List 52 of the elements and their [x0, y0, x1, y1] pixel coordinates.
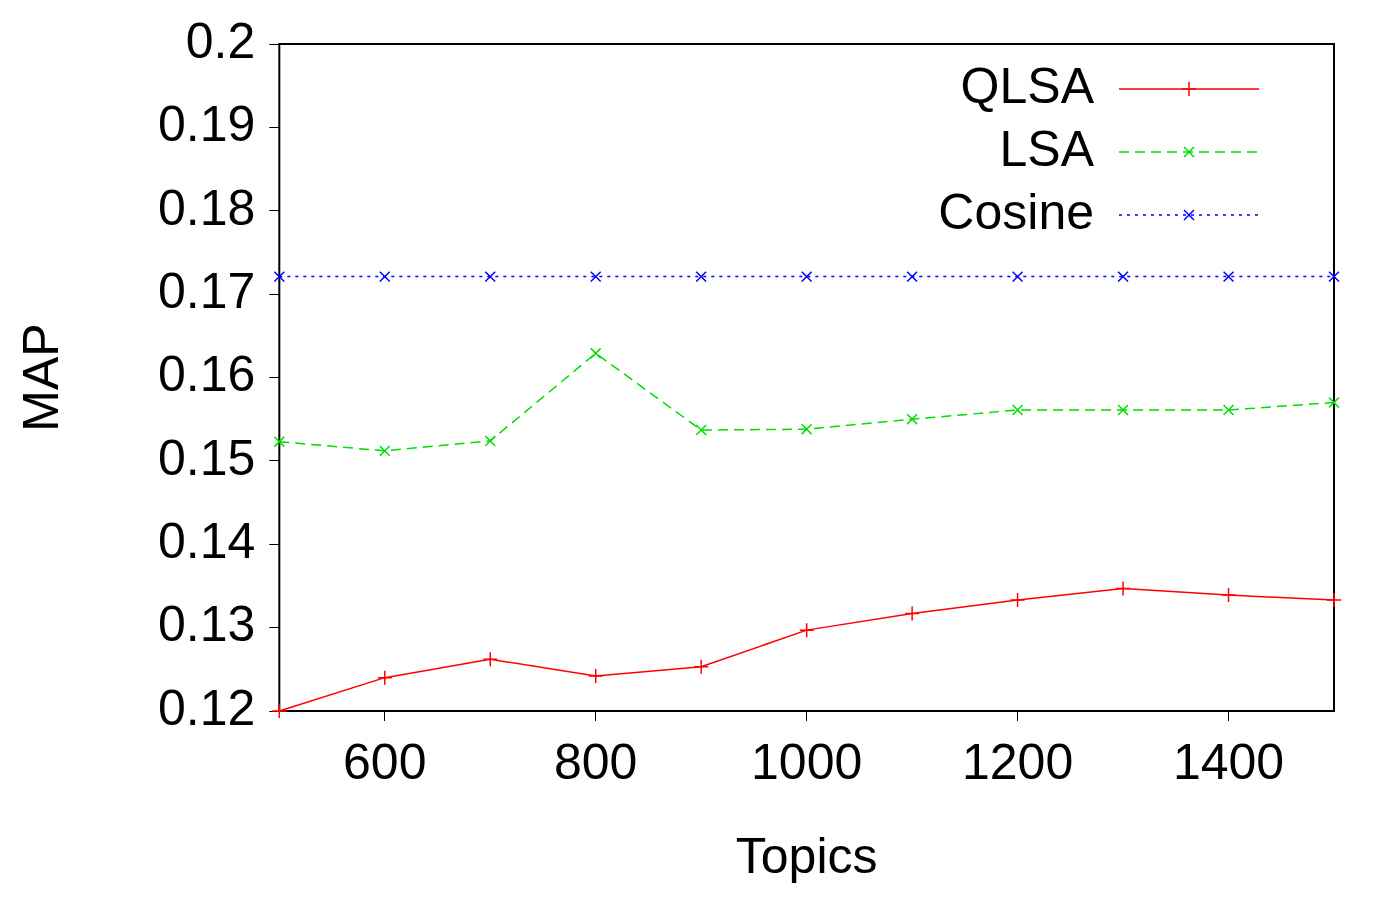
x-tick-label: 600	[343, 733, 427, 790]
point	[379, 445, 391, 457]
point	[484, 435, 496, 447]
y-tick-label: 0.14	[157, 513, 256, 570]
point	[273, 436, 286, 448]
point	[482, 651, 498, 668]
point	[377, 669, 393, 686]
x-axis-title: Topics	[735, 827, 878, 884]
point	[1117, 270, 1129, 283]
y-tick-label: 0.15	[157, 429, 256, 486]
point	[1222, 404, 1235, 416]
point	[271, 703, 288, 719]
point	[904, 605, 920, 622]
y-tick-label: 0.18	[157, 179, 256, 236]
point	[587, 668, 604, 684]
point	[798, 622, 815, 638]
point	[1009, 592, 1026, 608]
point	[1326, 592, 1342, 608]
point	[800, 423, 813, 435]
point	[906, 270, 918, 283]
y-tick-label: 0.19	[157, 96, 256, 153]
point	[800, 270, 813, 283]
point	[484, 270, 496, 283]
y-tick-label: 0.13	[157, 596, 256, 653]
point	[1328, 270, 1340, 283]
point	[1220, 587, 1237, 603]
point	[1222, 270, 1235, 283]
y-tick-label: 0.2	[185, 12, 256, 69]
legend-label: LSA	[999, 120, 1095, 177]
point	[379, 270, 391, 283]
x-tick-label: 1400	[1172, 733, 1285, 790]
point	[1117, 404, 1129, 416]
point	[906, 413, 918, 425]
y-axis-title: MAP	[12, 323, 69, 432]
legend-label: Cosine	[938, 183, 1094, 240]
point	[1115, 580, 1131, 597]
point	[1011, 270, 1024, 283]
y-tick-label: 0.12	[157, 679, 256, 736]
x-tick-label: 1000	[751, 733, 863, 790]
point	[1011, 404, 1024, 416]
legend-label: QLSA	[960, 57, 1095, 114]
point	[1328, 396, 1340, 409]
point	[693, 659, 709, 675]
point	[695, 270, 707, 283]
point	[695, 424, 707, 436]
point	[590, 270, 602, 283]
point	[590, 347, 602, 360]
y-tick-label: 0.17	[157, 262, 256, 319]
x-tick-label: 1200	[961, 733, 1074, 790]
point	[273, 270, 286, 283]
x-tick-label: 800	[554, 733, 638, 790]
y-tick-label: 0.16	[157, 346, 256, 403]
